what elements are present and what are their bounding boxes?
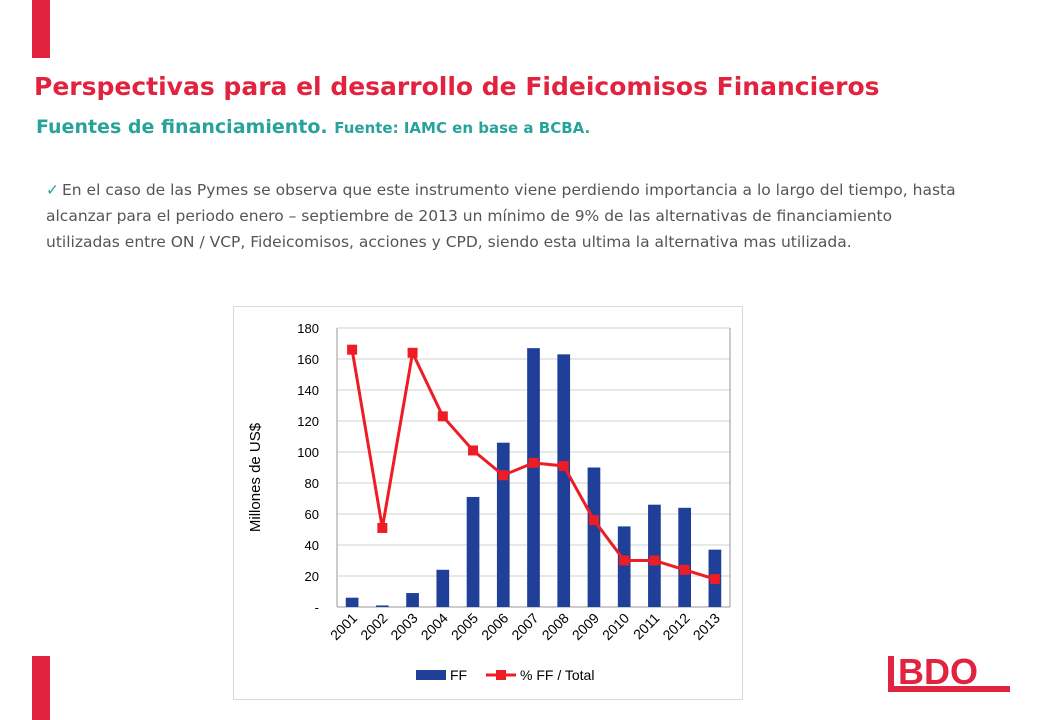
slide-subtitle: Fuentes de financiamiento. Fuente: IAMC … <box>36 116 590 138</box>
legend-swatch-ff <box>416 670 446 680</box>
x-tick-label: 2002 <box>357 610 390 643</box>
marker-pct-ff-total <box>347 344 358 355</box>
legend-label-pct: % FF / Total <box>520 667 594 683</box>
x-tick-label: 2006 <box>478 610 511 643</box>
bar-ff <box>557 354 571 607</box>
marker-pct-ff-total <box>437 411 448 422</box>
bar-ff <box>496 442 510 607</box>
x-tick-label: 2004 <box>418 610 451 643</box>
y-tick-label: 40 <box>305 538 319 553</box>
bullet-paragraph: ✓ En el caso de las Pymes se observa que … <box>46 177 966 255</box>
marker-pct-ff-total <box>558 460 569 471</box>
y-tick-label: - <box>315 600 319 615</box>
accent-bar-top <box>32 0 50 58</box>
x-tick-label: 2009 <box>569 610 602 643</box>
x-tick-label: 2012 <box>659 610 692 643</box>
marker-pct-ff-total <box>709 574 720 585</box>
logo-text: BDO <box>898 654 978 692</box>
ff-chart: -204060801001201401601800%10%20%30%40%50… <box>247 321 731 683</box>
y-tick-label: 120 <box>297 414 319 429</box>
x-tick-label: 2005 <box>448 610 481 643</box>
accent-bar-bottom <box>32 656 50 720</box>
bar-ff <box>436 569 450 607</box>
y-tick-label: 80 <box>305 476 319 491</box>
marker-pct-ff-total <box>468 445 479 456</box>
legend-label-ff: FF <box>450 667 467 683</box>
marker-pct-ff-total <box>588 515 599 526</box>
y-tick-label: 140 <box>297 383 319 398</box>
bdo-logo: BDO <box>888 654 1010 692</box>
bar-ff <box>345 597 359 607</box>
x-tick-label: 2011 <box>630 610 663 643</box>
x-tick-label: 2008 <box>539 610 572 643</box>
x-tick-label: 2001 <box>327 610 360 643</box>
chart-container: -204060801001201401601800%10%20%30%40%50… <box>233 306 743 700</box>
x-tick-label: 2007 <box>508 610 541 643</box>
y-tick-label: 20 <box>305 569 319 584</box>
marker-pct-ff-total <box>407 347 418 358</box>
x-tick-label: 2013 <box>690 610 723 643</box>
checkmark-icon: ✓ <box>46 181 59 199</box>
bar-ff <box>527 348 540 607</box>
x-tick-label: 2003 <box>387 610 420 643</box>
y-tick-label: 160 <box>297 352 319 367</box>
marker-pct-ff-total <box>498 470 509 481</box>
marker-pct-ff-total <box>377 522 388 533</box>
y-tick-label: 180 <box>297 321 319 336</box>
marker-pct-ff-total <box>649 555 660 566</box>
bar-ff <box>375 605 389 607</box>
bar-ff <box>678 507 692 607</box>
marker-pct-ff-total <box>528 457 539 468</box>
bar-ff <box>466 496 480 607</box>
marker-pct-ff-total <box>679 564 690 575</box>
y-tick-label: 60 <box>305 507 319 522</box>
source-note: Fuente: IAMC en base a BCBA. <box>334 119 591 137</box>
y-axis-label: Millones de US$ <box>247 422 264 532</box>
marker-pct-ff-total <box>619 555 630 566</box>
subtitle-text: Fuentes de financiamiento. <box>36 116 328 138</box>
bullet-text: En el caso de las Pymes se observa que e… <box>46 181 956 251</box>
legend-swatch-marker <box>496 670 506 680</box>
y-tick-label: 100 <box>297 445 319 460</box>
bar-ff <box>406 593 419 607</box>
x-tick-label: 2010 <box>599 610 632 643</box>
bar-ff <box>587 467 601 607</box>
bar-ff <box>617 526 631 607</box>
slide-title: Perspectivas para el desarrollo de Fidei… <box>34 72 880 101</box>
